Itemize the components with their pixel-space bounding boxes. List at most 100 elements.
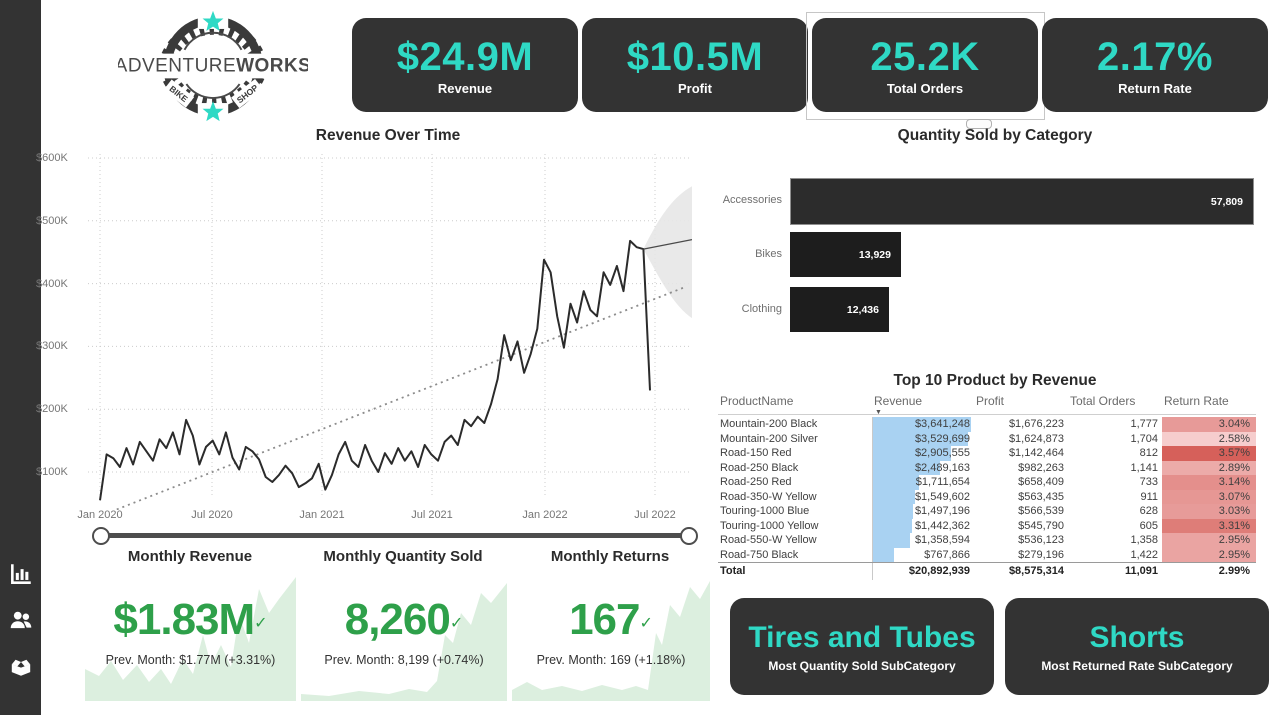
column-header-profit[interactable]: Profit (976, 394, 1005, 408)
revenue-line[interactable] (99, 239, 651, 501)
sidebar-icon-group (0, 561, 41, 699)
table-row[interactable]: Road-350-W Yellow $1,549,602 $563,435 91… (718, 489, 1256, 504)
logo-brand-bold: WORKS (236, 56, 308, 77)
x-tick-label: Jan 2022 (522, 509, 568, 521)
category-label: Clothing (741, 303, 782, 315)
kpi-label: Profit (678, 80, 712, 96)
table-row[interactable]: Road-550-W Yellow $1,358,594 $536,123 1,… (718, 533, 1256, 548)
table-row[interactable]: Road-750 Black $767,866 $279,196 1,422 2… (718, 547, 1256, 562)
cell-revenue: $2,489,163 (872, 460, 974, 475)
logo-brand-regular: ADVENTURE (118, 56, 236, 77)
monthly-returns-card[interactable]: 167✓ Prev. Month: 169 (+1.18%) (512, 575, 710, 701)
table-row[interactable]: Road-150 Red $2,905,555 $1,142,464 812 3… (718, 446, 1256, 461)
check-icon: ✓ (449, 615, 464, 632)
cell-revenue: $3,641,248 (872, 417, 974, 432)
table-title: Top 10 Product by Revenue (893, 372, 1097, 389)
cell-profit: $658,409 (1018, 476, 1064, 488)
table-row[interactable]: Touring-1000 Blue $1,497,196 $566,539 62… (718, 504, 1256, 519)
subcategory-value: Tires and Tubes (748, 620, 976, 654)
star-icon (202, 10, 224, 31)
star-icon (202, 101, 224, 122)
table-row[interactable]: Mountain-200 Silver $3,529,699 $1,624,87… (718, 431, 1256, 446)
time-slider-track[interactable] (100, 533, 688, 538)
cell-total-orders: 628 (1139, 505, 1158, 517)
subcategory-label: Most Returned Rate SubCategory (1041, 658, 1233, 673)
monthly-revenue-card[interactable]: $1.83M✓ Prev. Month: $1.77M (+3.31%) (85, 575, 296, 701)
sparkline-area (301, 583, 507, 701)
monthly-value: 167✓ (569, 595, 653, 644)
sidebar (0, 0, 41, 715)
table-row[interactable]: Mountain-200 Black $3,641,248 $1,676,223… (718, 417, 1256, 432)
category-bar-accessories[interactable]: 57,809 (790, 178, 1254, 225)
subcategory-card-quantity[interactable]: Tires and Tubes Most Quantity Sold SubCa… (730, 598, 994, 695)
cell-profit: $982,263 (1018, 461, 1064, 474)
subcategory-card-returns[interactable]: Shorts Most Returned Rate SubCategory (1005, 598, 1269, 695)
bar-chart-title: Quantity Sold by Category (897, 127, 1093, 144)
cell-total-orders: 1,777 (1130, 418, 1158, 430)
cell-profit: $1,676,223 (1008, 418, 1064, 430)
kpi-card-profit[interactable]: $10.5M Profit (582, 18, 808, 112)
kpi-label: Total Orders (886, 80, 964, 96)
cell-profit: $545,790 (1018, 519, 1064, 532)
visual-grab-handle[interactable] (966, 119, 992, 129)
cell-return-rate: 3.07% (1162, 489, 1256, 504)
y-tick-label: $400K (36, 278, 68, 290)
cell-revenue: $20,892,939 (872, 563, 974, 580)
cell-profit: $279,196 (1018, 548, 1064, 561)
kpi-value: $24.9M (396, 34, 534, 79)
kpi-card-return-rate[interactable]: 2.17% Return Rate (1042, 18, 1268, 112)
revenue-over-time-chart[interactable] (88, 150, 692, 510)
category-bar-bikes[interactable]: 13,929 (790, 232, 901, 277)
kpi-label: Revenue (437, 80, 493, 96)
column-header-revenue[interactable]: Revenue ▼ (872, 394, 974, 416)
table-row[interactable]: Road-250 Black $2,489,163 $982,263 1,141… (718, 460, 1256, 475)
cell-return-rate: 3.03% (1162, 504, 1256, 519)
kpi-card-revenue[interactable]: $24.9M Revenue (352, 18, 578, 112)
monthly-revenue-title: Monthly Revenue (127, 548, 253, 565)
cell-revenue: $1,711,654 (872, 475, 974, 490)
check-icon: ✓ (254, 615, 268, 632)
cell-revenue: $3,529,699 (872, 431, 974, 446)
x-tick-label: Jan 2021 (299, 509, 345, 521)
cell-total-orders: 11,091 (1124, 565, 1158, 577)
cell-profit: $536,123 (1018, 534, 1064, 546)
slider-handle-right[interactable] (680, 527, 698, 545)
cell-product: Total (720, 565, 746, 577)
table-row[interactable]: Touring-1000 Yellow $1,442,362 $545,790 … (718, 518, 1256, 533)
cell-profit: $1,142,464 (1008, 447, 1064, 459)
cell-return-rate: 3.31% (1162, 518, 1256, 533)
cell-profit: $563,435 (1018, 490, 1064, 503)
column-header-total-orders[interactable]: Total Orders (1070, 394, 1136, 408)
slider-handle-left[interactable] (92, 527, 110, 545)
cell-return-rate: 2.95% (1162, 533, 1256, 548)
cell-revenue: $2,905,555 (872, 446, 974, 461)
category-label: Accessories (722, 194, 782, 206)
x-tick-label: Jul 2021 (411, 509, 453, 521)
quantity-by-category-chart: Accessories 57,809 Bikes 13,929 Clothing 1… (700, 170, 1264, 338)
line-chart-title: Revenue Over Time (315, 127, 461, 144)
x-tick-label: Jul 2022 (634, 509, 676, 521)
table-row[interactable]: Road-250 Red $1,711,654 $658,409 733 3.1… (718, 475, 1256, 490)
column-header-return-rate[interactable]: Return Rate (1164, 394, 1229, 408)
top-products-table: ProductName Revenue ▼ Profit Total Orders Ret… (718, 394, 1256, 580)
cell-product: Road-150 Red (720, 447, 792, 459)
users-icon[interactable] (8, 607, 34, 633)
kpi-card-total-orders[interactable]: 25.2K Total Orders (812, 18, 1038, 112)
package-icon[interactable] (8, 653, 34, 679)
cell-return-rate: 3.57% (1162, 446, 1256, 461)
sparkline-area (85, 577, 296, 701)
cell-profit: $566,539 (1018, 505, 1064, 517)
cell-revenue: $1,497,196 (872, 504, 974, 519)
sort-descending-icon: ▼ (875, 409, 882, 416)
column-header-productname[interactable]: ProductName (720, 394, 794, 408)
cell-product: Road-250 Black (720, 461, 799, 474)
sparkline-chart (512, 581, 710, 701)
y-tick-label: $100K (36, 466, 68, 478)
bar-chart-icon[interactable] (8, 561, 34, 587)
monthly-quantity-card[interactable]: 8,260✓ Prev. Month: 8,199 (+0.74%) (301, 575, 507, 701)
adventureworks-logo: ADVENTUREWORKS BIKE SHOP (118, 8, 308, 124)
category-bar-clothing[interactable]: 12,436 (790, 287, 889, 332)
cell-profit: $1,624,873 (1008, 432, 1064, 445)
cell-product: Road-350-W Yellow (720, 490, 817, 503)
table-header-row: ProductName Revenue ▼ Profit Total Orders Ret… (718, 394, 1256, 416)
